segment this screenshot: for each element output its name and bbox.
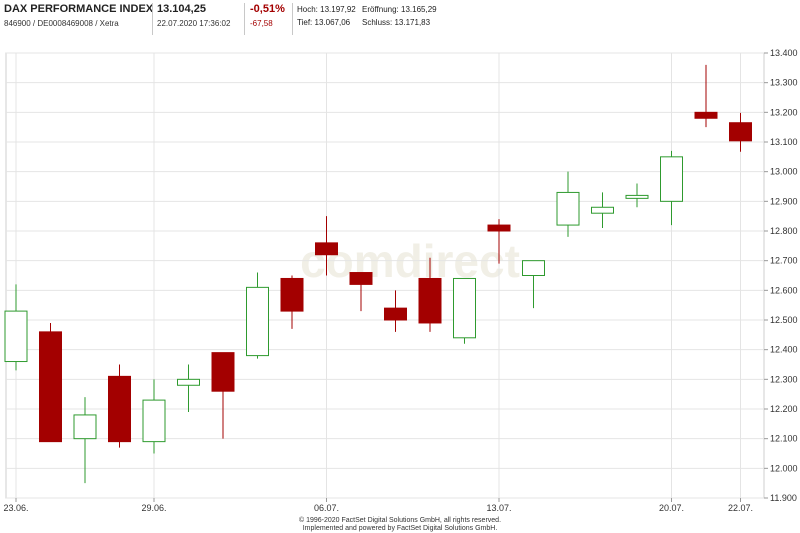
candle-up [246,272,269,359]
candle-down [315,216,338,276]
candle-down [418,257,442,332]
open-value: 13.165,29 [401,5,437,14]
candle-body [694,111,718,119]
y-tick-label: 12.400 [770,345,798,355]
candle-body [453,277,476,339]
candle-down [384,290,407,332]
candle-body [556,191,580,226]
y-tick-label: 13.000 [770,167,798,177]
y-tick-label: 13.400 [770,48,798,58]
candle-up [625,183,649,208]
y-tick-label: 13.300 [770,78,798,88]
x-axis: 23.06. 29.06. 06.07. 13.07. 20.07. 22.07. [3,498,753,513]
candle-down [108,364,131,448]
candle-down [487,219,511,264]
y-tick-label: 12.200 [770,404,798,414]
candle-down [349,272,373,312]
header-divider [152,3,153,35]
candle-down [694,64,718,128]
candle-up [522,260,545,309]
candle-up [4,284,28,371]
candle-body [177,378,200,386]
last-price: 13.104,25 [157,3,206,15]
candle-body [625,194,649,199]
instrument-ids: 846900 / DE0008469008 / Xetra [4,19,119,28]
candle-up [660,150,683,226]
high-low-block: Hoch: 13.197,92 Tief: 13.067,06 [297,3,356,29]
candles [4,64,752,484]
y-tick-label: 12.900 [770,196,798,206]
y-axis: 11.900 12.000 12.100 12.200 12.300 12.400 12.5… [764,48,798,503]
y-tick-label: 12.100 [770,434,798,444]
y-tick-label: 12.500 [770,315,798,325]
change-absolute: -67,58 [250,19,273,28]
candle-down [211,352,235,439]
open-close-block: Eröffnung: 13.165,29 Schluss: 13.171,83 [362,3,437,29]
x-tick-label: 06.07. [314,503,339,513]
candle-up [73,397,97,484]
candle-body [522,260,545,277]
candle-body [211,352,235,392]
candle-body [487,224,511,232]
candle-body [108,375,131,443]
instrument-block: DAX PERFORMANCE INDEX 846900 / DE0008469… [4,3,153,28]
open-label: Eröffnung: [362,5,399,14]
candle-body [142,399,166,443]
price-block: 13.104,25 22.07.2020 17:36:02 [157,3,230,28]
candle-body [384,307,407,321]
copyright-line: © 1996-2020 FactSet Digital Solutions Gm… [298,517,502,524]
y-tick-label: 13.100 [770,137,798,147]
low-value: 13.067,06 [314,18,351,27]
price-datetime: 22.07.2020 17:36:02 [157,19,231,28]
low-label: Tief: [297,18,313,27]
header-divider [244,3,245,35]
y-tick-label: 12.300 [770,374,798,384]
y-tick-label: 12.000 [770,463,798,473]
candle-body [349,272,373,285]
y-tick-label: 12.600 [770,285,798,295]
candle-up [591,192,614,229]
candlestick-chart: comdirect 11.90012.00012.10012.20012.300… [3,48,798,513]
candle-down [39,322,62,443]
high-value: 13.197,92 [320,5,356,14]
quote-header: DAX PERFORMANCE INDEX 846900 / DE0008469… [0,0,800,40]
change-block: -0,51% -67,58 [250,3,285,28]
candle-body [660,156,683,202]
open-row: Eröffnung: 13.165,29 [362,3,437,16]
high-label: Hoch: [297,5,318,14]
close-label: Schluss: [362,18,393,27]
candle-body [4,310,28,363]
y-tick-label: 11.900 [770,493,797,503]
candle-body [73,414,97,440]
candle-up [453,277,476,344]
powered-by-line: Implemented and powered by FactSet Digit… [302,525,498,532]
candle-up [177,364,200,412]
candle-up [142,379,166,454]
candle-up [556,171,580,237]
header-divider [292,3,293,35]
x-tick-label: 20.07. [659,503,684,513]
instrument-name: DAX PERFORMANCE INDEX [4,3,154,15]
candle-body [591,206,614,214]
x-tick-label: 23.06. [3,503,28,513]
y-tick-label: 12.800 [770,226,798,236]
x-tick-label: 29.06. [141,503,166,513]
y-tick-label: 12.700 [770,256,798,266]
candle-body [39,331,62,443]
high-row: Hoch: 13.197,92 [297,3,356,16]
candle-body [418,277,442,324]
x-tick-label: 13.07. [486,503,511,513]
x-tick-label: 22.07. [728,503,753,513]
y-tick-label: 13.200 [770,107,798,117]
candle-down [280,275,304,329]
close-value: 13.171,83 [394,18,431,27]
candle-body [729,122,752,142]
candle-body [246,286,269,357]
candle-body [315,242,338,256]
close-row: Schluss: 13.171,83 [362,16,437,29]
change-percent: -0,51% [250,3,285,15]
candle-down [729,112,752,152]
candle-body [280,277,304,312]
low-row: Tief: 13.067,06 [297,16,356,29]
